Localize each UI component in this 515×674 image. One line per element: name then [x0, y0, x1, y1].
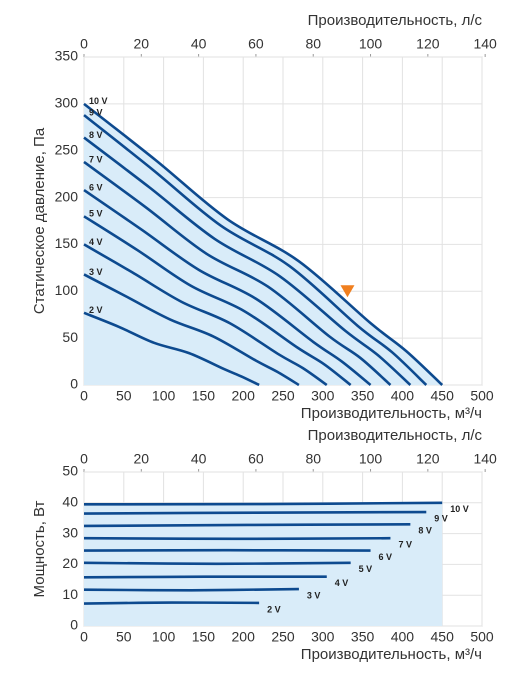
series-label: 7 V — [398, 540, 412, 550]
series-line — [84, 524, 410, 526]
series-label: 2 V — [89, 305, 103, 315]
x2-tick-label: 40 — [191, 451, 207, 467]
x-tick-label: 300 — [311, 629, 335, 645]
y-axis-label: Мощность, Вт — [31, 500, 48, 597]
x2-tick-label: 80 — [305, 36, 321, 52]
x-tick-label: 0 — [80, 629, 88, 645]
series-line — [84, 577, 327, 578]
y-tick-label: 10 — [62, 586, 78, 602]
y-tick-label: 350 — [55, 48, 79, 64]
series-label: 8 V — [418, 526, 432, 536]
y-tick-label: 200 — [55, 188, 79, 204]
series-label: 6 V — [89, 182, 103, 192]
y-tick-label: 0 — [70, 617, 78, 633]
x-tick-label: 500 — [470, 629, 494, 645]
x2-tick-label: 140 — [473, 451, 497, 467]
x-tick-label: 200 — [232, 388, 256, 404]
x2-tick-label: 140 — [473, 36, 497, 52]
x2-tick-label: 20 — [134, 36, 150, 52]
x-tick-label: 400 — [391, 629, 415, 645]
series-line — [84, 512, 426, 514]
series-label: 3 V — [307, 590, 321, 600]
x2-tick-label: 60 — [248, 451, 264, 467]
x-tick-label: 0 — [80, 388, 88, 404]
x2-axis-label: Производительность, л/с — [308, 427, 483, 444]
series-label: 7 V — [89, 154, 103, 164]
series-label: 5 V — [89, 209, 103, 219]
x-tick-label: 450 — [431, 388, 455, 404]
x-tick-label: 350 — [351, 388, 375, 404]
y-tick-label: 40 — [62, 494, 78, 510]
x-tick-label: 200 — [232, 629, 256, 645]
y-tick-label: 150 — [55, 235, 79, 251]
x2-tick-label: 60 — [248, 36, 264, 52]
x-tick-label: 50 — [116, 388, 132, 404]
x2-tick-label: 120 — [416, 36, 440, 52]
x-tick-label: 450 — [431, 629, 455, 645]
series-label: 4 V — [89, 237, 103, 247]
x2-tick-label: 0 — [80, 36, 88, 52]
x2-axis-label: Производительность, л/с — [308, 12, 483, 29]
y-tick-label: 50 — [62, 463, 78, 479]
x-tick-label: 150 — [192, 388, 216, 404]
series-label: 3 V — [89, 267, 103, 277]
x-tick-label: 500 — [470, 388, 494, 404]
x-tick-label: 50 — [116, 629, 132, 645]
series-label: 9 V — [89, 107, 103, 117]
x-tick-label: 100 — [152, 629, 176, 645]
series-line — [84, 603, 259, 604]
x2-tick-label: 40 — [191, 36, 207, 52]
x-tick-label: 250 — [271, 629, 295, 645]
series-line — [84, 503, 442, 505]
x-axis-label: Производительность, м³/ч — [301, 646, 482, 663]
x2-tick-label: 120 — [416, 451, 440, 467]
series-line — [84, 538, 390, 539]
x2-tick-label: 100 — [359, 36, 383, 52]
x-tick-label: 350 — [351, 629, 375, 645]
y-tick-label: 20 — [62, 555, 78, 571]
series-line — [84, 589, 299, 590]
y-tick-label: 250 — [55, 141, 79, 157]
series-label: 10 V — [450, 504, 469, 514]
y-axis-label: Статическое давление, Па — [31, 127, 48, 314]
series-label: 5 V — [359, 564, 373, 574]
series-label: 2 V — [267, 604, 281, 614]
x-axis-label: Производительность, м³/ч — [301, 405, 482, 422]
x2-tick-label: 80 — [305, 451, 321, 467]
x2-tick-label: 0 — [80, 451, 88, 467]
y-tick-label: 300 — [55, 95, 79, 111]
x-tick-label: 400 — [391, 388, 415, 404]
series-label: 8 V — [89, 130, 103, 140]
y-tick-label: 100 — [55, 282, 79, 298]
x2-tick-label: 100 — [359, 451, 383, 467]
x-tick-label: 250 — [271, 388, 295, 404]
series-line — [84, 563, 351, 564]
series-label: 9 V — [434, 513, 448, 523]
y-tick-label: 50 — [62, 329, 78, 345]
y-tick-label: 0 — [70, 376, 78, 392]
x-tick-label: 100 — [152, 388, 176, 404]
x-tick-label: 300 — [311, 388, 335, 404]
series-label: 10 V — [89, 96, 108, 106]
y-tick-label: 30 — [62, 524, 78, 540]
x-tick-label: 150 — [192, 629, 216, 645]
x2-tick-label: 20 — [134, 451, 150, 467]
series-label: 4 V — [335, 578, 349, 588]
series-label: 6 V — [379, 552, 393, 562]
